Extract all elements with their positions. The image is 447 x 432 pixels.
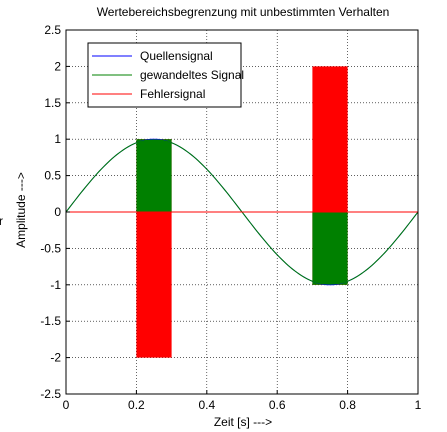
y-tick-label: -2: [50, 351, 61, 365]
y-axis-label: Amplitude --->: [14, 172, 28, 248]
x-tick-label: 1: [415, 398, 422, 412]
legend-label: gewandeltes Signal: [140, 68, 244, 82]
x-tick-label: 0: [63, 398, 70, 412]
x-tick-label: 0.2: [128, 398, 145, 412]
series-lines: [65, 138, 419, 286]
legend-label: Quellensignal: [140, 49, 213, 63]
y-tick-label: 1: [54, 132, 61, 146]
y-tick-label: -1.5: [40, 314, 61, 328]
legend: Quellensignal gewandeltes Signal Fehlersig…: [87, 42, 244, 108]
y-tick-label: 1.5: [44, 96, 61, 110]
x-tick-label: 0.4: [198, 398, 215, 412]
y-tick-label: 0: [54, 205, 61, 219]
converted-band: [136, 139, 172, 212]
y-tick-label: 2: [54, 59, 61, 73]
clip-bands: [136, 66, 348, 358]
y-tick-label: 2.5: [44, 23, 61, 37]
y-tick-label: -0.5: [40, 241, 61, 255]
ticks: 0 0.2 0.4 0.6 0.8 1 2.5 2 1.5 1 0.5 0 -0.5 -1 -1.5 -2 -2…: [40, 23, 421, 412]
x-tick-label: 0.8: [339, 398, 356, 412]
side-label: r: [0, 214, 3, 228]
converted-band: [312, 212, 348, 285]
y-tick-label: 0.5: [44, 169, 61, 183]
x-tick-label: 0.6: [269, 398, 286, 412]
chart-title: Wertebereichsbegrenzung mit unbestimmten…: [97, 5, 390, 19]
x-axis-label: Zeit [s] --->: [214, 415, 272, 429]
y-tick-label: -2.5: [40, 387, 61, 401]
legend-label: Fehlersignal: [140, 87, 205, 101]
y-tick-label: -1: [50, 278, 61, 292]
